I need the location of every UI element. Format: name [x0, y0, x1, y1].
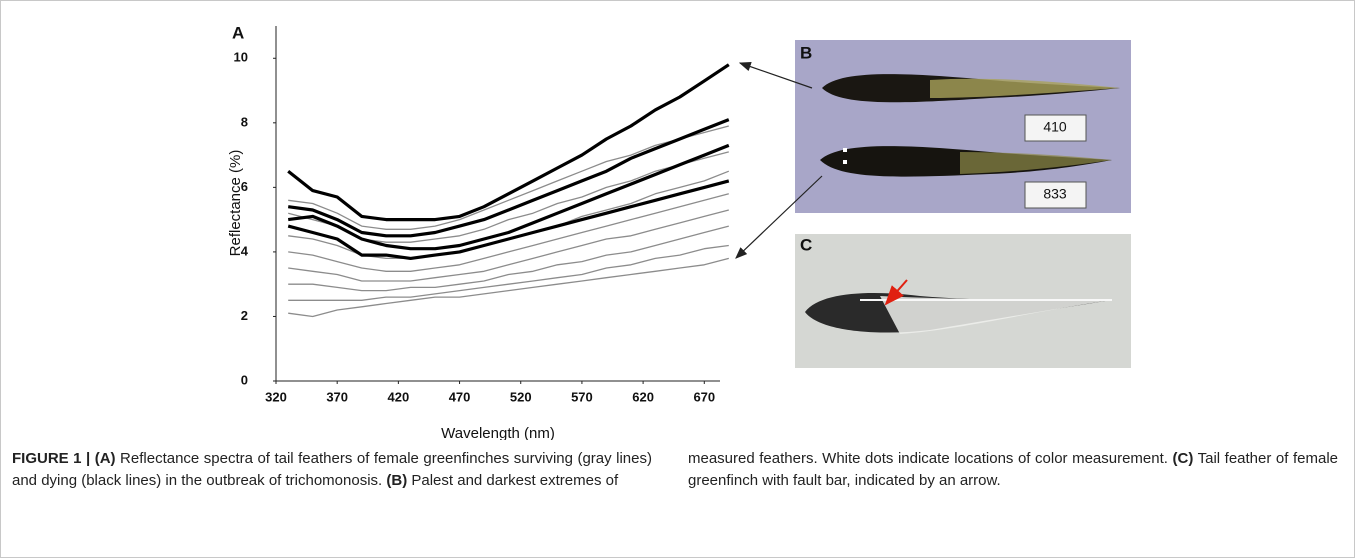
photo-c — [795, 234, 1131, 368]
spectrum-line — [288, 209, 729, 282]
spectrum-line — [287, 118, 730, 238]
spectrum-line — [287, 179, 730, 260]
panel-label: C — [800, 235, 812, 254]
caption-text: Reflectance spectra of tail feathers of … — [12, 450, 657, 489]
y-tick-label: 10 — [234, 50, 248, 65]
panel-label: B — [800, 43, 812, 62]
x-tick-label: 670 — [693, 389, 715, 404]
caption-text: measured feathers. White dots indicate l… — [688, 450, 1173, 467]
spectrum-line — [288, 125, 729, 230]
caption-left: FIGURE 1 | (A) Reflectance spectra of ta… — [12, 448, 652, 492]
spectrum-line — [287, 143, 730, 251]
photo-label: 833 — [1043, 186, 1067, 202]
x-tick-label: 320 — [265, 389, 287, 404]
panel-label: A — [232, 23, 244, 42]
caption-text: (C) — [1172, 450, 1194, 467]
spectrum-line — [287, 63, 730, 222]
spectrum-line — [288, 225, 729, 292]
caption-text: (B) — [386, 472, 408, 489]
caption-text: Palest and darkest extremes of — [407, 472, 619, 489]
caption-right: measured feathers. White dots indicate l… — [688, 448, 1338, 492]
y-tick-label: 8 — [241, 114, 248, 129]
caption-text: Tail feather of female greenfinch with f… — [688, 450, 1343, 489]
y-axis-label: Reflectance (%) — [227, 150, 244, 257]
x-tick-label: 570 — [571, 389, 593, 404]
x-tick-label: 620 — [632, 389, 654, 404]
x-tick-label: 470 — [449, 389, 471, 404]
spectrum-line — [288, 257, 729, 318]
y-tick-label: 6 — [241, 179, 248, 194]
pointer-arrow — [738, 62, 813, 89]
x-axis-label: Wavelength (nm) — [441, 425, 555, 440]
spectrum-line — [288, 170, 730, 260]
spectrum-line — [288, 193, 729, 272]
photo-label: 410 — [1043, 119, 1067, 135]
photo-b: 410 833 — [795, 40, 1131, 213]
figure: A Reflectance (%) Wavelength (nm) 410 83… — [227, 23, 1131, 440]
x-tick-label: 520 — [510, 389, 532, 404]
y-tick-label: 2 — [241, 308, 248, 323]
spectrum-line — [288, 244, 729, 301]
y-tick-label: 0 — [241, 372, 248, 387]
caption-text: FIGURE 1 | (A) — [12, 450, 116, 467]
pointer-arrow — [735, 175, 823, 259]
y-tick-label: 4 — [241, 243, 249, 258]
x-tick-label: 420 — [388, 389, 410, 404]
x-tick-label: 370 — [326, 389, 348, 404]
